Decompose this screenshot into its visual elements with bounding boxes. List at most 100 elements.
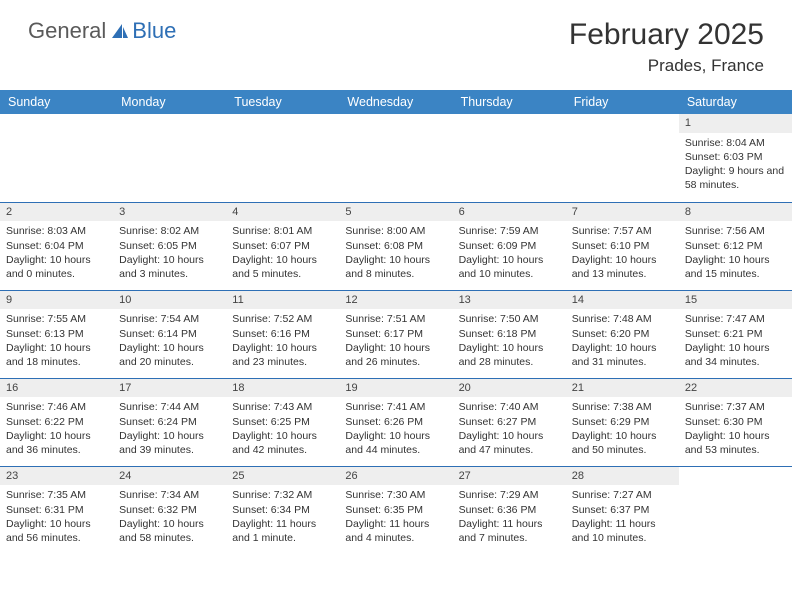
day-body: Sunrise: 7:56 AMSunset: 6:12 PMDaylight:… <box>679 221 792 285</box>
page-header: General Blue February 2025 Prades, Franc… <box>0 0 792 84</box>
daylight-line: Daylight: 10 hours and 42 minutes. <box>232 429 333 457</box>
sunset-line: Sunset: 6:07 PM <box>232 239 333 253</box>
calendar-day-cell: 5Sunrise: 8:00 AMSunset: 6:08 PMDaylight… <box>339 202 452 290</box>
daylight-line: Daylight: 10 hours and 0 minutes. <box>6 253 107 281</box>
day-body: Sunrise: 7:50 AMSunset: 6:18 PMDaylight:… <box>453 309 566 373</box>
daylight-line: Daylight: 11 hours and 7 minutes. <box>459 517 560 545</box>
daylight-line: Daylight: 10 hours and 23 minutes. <box>232 341 333 369</box>
calendar-day-cell <box>0 114 113 202</box>
daylight-line: Daylight: 10 hours and 20 minutes. <box>119 341 220 369</box>
day-body: Sunrise: 7:44 AMSunset: 6:24 PMDaylight:… <box>113 397 226 461</box>
day-body: Sunrise: 7:47 AMSunset: 6:21 PMDaylight:… <box>679 309 792 373</box>
sunset-line: Sunset: 6:09 PM <box>459 239 560 253</box>
day-body: Sunrise: 7:46 AMSunset: 6:22 PMDaylight:… <box>0 397 113 461</box>
calendar-day-cell: 15Sunrise: 7:47 AMSunset: 6:21 PMDayligh… <box>679 290 792 378</box>
day-number: 1 <box>679 114 792 133</box>
sunrise-line: Sunrise: 8:01 AM <box>232 224 333 238</box>
day-body: Sunrise: 7:29 AMSunset: 6:36 PMDaylight:… <box>453 485 566 549</box>
calendar-day-cell: 28Sunrise: 7:27 AMSunset: 6:37 PMDayligh… <box>566 466 679 554</box>
day-number: 26 <box>339 467 452 486</box>
day-number: 9 <box>0 291 113 310</box>
calendar-day-cell: 25Sunrise: 7:32 AMSunset: 6:34 PMDayligh… <box>226 466 339 554</box>
day-number: 28 <box>566 467 679 486</box>
sunrise-line: Sunrise: 7:57 AM <box>572 224 673 238</box>
calendar-day-cell: 20Sunrise: 7:40 AMSunset: 6:27 PMDayligh… <box>453 378 566 466</box>
weekday-header: Saturday <box>679 90 792 114</box>
logo: General Blue <box>28 18 176 44</box>
day-number: 25 <box>226 467 339 486</box>
weekday-header: Friday <box>566 90 679 114</box>
day-body: Sunrise: 7:54 AMSunset: 6:14 PMDaylight:… <box>113 309 226 373</box>
sunset-line: Sunset: 6:35 PM <box>345 503 446 517</box>
daylight-line: Daylight: 10 hours and 5 minutes. <box>232 253 333 281</box>
logo-text-blue: Blue <box>132 18 176 44</box>
calendar-day-cell: 21Sunrise: 7:38 AMSunset: 6:29 PMDayligh… <box>566 378 679 466</box>
calendar-day-cell: 10Sunrise: 7:54 AMSunset: 6:14 PMDayligh… <box>113 290 226 378</box>
day-number: 14 <box>566 291 679 310</box>
day-number: 21 <box>566 379 679 398</box>
sunrise-line: Sunrise: 7:32 AM <box>232 488 333 502</box>
day-body: Sunrise: 7:57 AMSunset: 6:10 PMDaylight:… <box>566 221 679 285</box>
sunset-line: Sunset: 6:36 PM <box>459 503 560 517</box>
sunset-line: Sunset: 6:37 PM <box>572 503 673 517</box>
daylight-line: Daylight: 9 hours and 58 minutes. <box>685 164 786 192</box>
calendar-day-cell: 3Sunrise: 8:02 AMSunset: 6:05 PMDaylight… <box>113 202 226 290</box>
daylight-line: Daylight: 10 hours and 44 minutes. <box>345 429 446 457</box>
calendar-day-cell: 12Sunrise: 7:51 AMSunset: 6:17 PMDayligh… <box>339 290 452 378</box>
weekday-header: Thursday <box>453 90 566 114</box>
day-number: 27 <box>453 467 566 486</box>
logo-text-general: General <box>28 18 106 44</box>
day-body: Sunrise: 7:32 AMSunset: 6:34 PMDaylight:… <box>226 485 339 549</box>
day-number: 11 <box>226 291 339 310</box>
calendar-day-cell: 19Sunrise: 7:41 AMSunset: 6:26 PMDayligh… <box>339 378 452 466</box>
daylight-line: Daylight: 10 hours and 8 minutes. <box>345 253 446 281</box>
calendar-day-cell: 14Sunrise: 7:48 AMSunset: 6:20 PMDayligh… <box>566 290 679 378</box>
sunrise-line: Sunrise: 7:29 AM <box>459 488 560 502</box>
daylight-line: Daylight: 11 hours and 1 minute. <box>232 517 333 545</box>
sunrise-line: Sunrise: 7:41 AM <box>345 400 446 414</box>
sunset-line: Sunset: 6:30 PM <box>685 415 786 429</box>
daylight-line: Daylight: 10 hours and 34 minutes. <box>685 341 786 369</box>
calendar-day-cell: 23Sunrise: 7:35 AMSunset: 6:31 PMDayligh… <box>0 466 113 554</box>
day-body: Sunrise: 7:40 AMSunset: 6:27 PMDaylight:… <box>453 397 566 461</box>
sunrise-line: Sunrise: 7:30 AM <box>345 488 446 502</box>
daylight-line: Daylight: 10 hours and 18 minutes. <box>6 341 107 369</box>
sunrise-line: Sunrise: 7:56 AM <box>685 224 786 238</box>
sunset-line: Sunset: 6:25 PM <box>232 415 333 429</box>
sunrise-line: Sunrise: 7:59 AM <box>459 224 560 238</box>
day-body: Sunrise: 7:37 AMSunset: 6:30 PMDaylight:… <box>679 397 792 461</box>
sunset-line: Sunset: 6:03 PM <box>685 150 786 164</box>
calendar-day-cell: 11Sunrise: 7:52 AMSunset: 6:16 PMDayligh… <box>226 290 339 378</box>
sunrise-line: Sunrise: 7:46 AM <box>6 400 107 414</box>
calendar-week-row: 2Sunrise: 8:03 AMSunset: 6:04 PMDaylight… <box>0 202 792 290</box>
day-body: Sunrise: 7:38 AMSunset: 6:29 PMDaylight:… <box>566 397 679 461</box>
sunrise-line: Sunrise: 7:52 AM <box>232 312 333 326</box>
daylight-line: Daylight: 10 hours and 13 minutes. <box>572 253 673 281</box>
day-body: Sunrise: 7:27 AMSunset: 6:37 PMDaylight:… <box>566 485 679 549</box>
weekday-header: Monday <box>113 90 226 114</box>
daylight-line: Daylight: 10 hours and 39 minutes. <box>119 429 220 457</box>
calendar-day-cell <box>226 114 339 202</box>
day-body: Sunrise: 7:55 AMSunset: 6:13 PMDaylight:… <box>0 309 113 373</box>
day-body: Sunrise: 7:35 AMSunset: 6:31 PMDaylight:… <box>0 485 113 549</box>
calendar-day-cell: 22Sunrise: 7:37 AMSunset: 6:30 PMDayligh… <box>679 378 792 466</box>
day-number: 15 <box>679 291 792 310</box>
calendar-day-cell: 17Sunrise: 7:44 AMSunset: 6:24 PMDayligh… <box>113 378 226 466</box>
calendar-day-cell: 27Sunrise: 7:29 AMSunset: 6:36 PMDayligh… <box>453 466 566 554</box>
sunset-line: Sunset: 6:31 PM <box>6 503 107 517</box>
calendar-day-cell <box>566 114 679 202</box>
calendar-day-cell: 13Sunrise: 7:50 AMSunset: 6:18 PMDayligh… <box>453 290 566 378</box>
sunrise-line: Sunrise: 7:51 AM <box>345 312 446 326</box>
calendar-day-cell: 16Sunrise: 7:46 AMSunset: 6:22 PMDayligh… <box>0 378 113 466</box>
day-number: 4 <box>226 203 339 222</box>
day-number: 20 <box>453 379 566 398</box>
day-number: 3 <box>113 203 226 222</box>
day-number: 7 <box>566 203 679 222</box>
calendar-table: Sunday Monday Tuesday Wednesday Thursday… <box>0 90 792 554</box>
sunset-line: Sunset: 6:05 PM <box>119 239 220 253</box>
day-number: 19 <box>339 379 452 398</box>
month-title: February 2025 <box>569 18 764 52</box>
day-body: Sunrise: 8:00 AMSunset: 6:08 PMDaylight:… <box>339 221 452 285</box>
day-body: Sunrise: 7:52 AMSunset: 6:16 PMDaylight:… <box>226 309 339 373</box>
day-body: Sunrise: 8:03 AMSunset: 6:04 PMDaylight:… <box>0 221 113 285</box>
